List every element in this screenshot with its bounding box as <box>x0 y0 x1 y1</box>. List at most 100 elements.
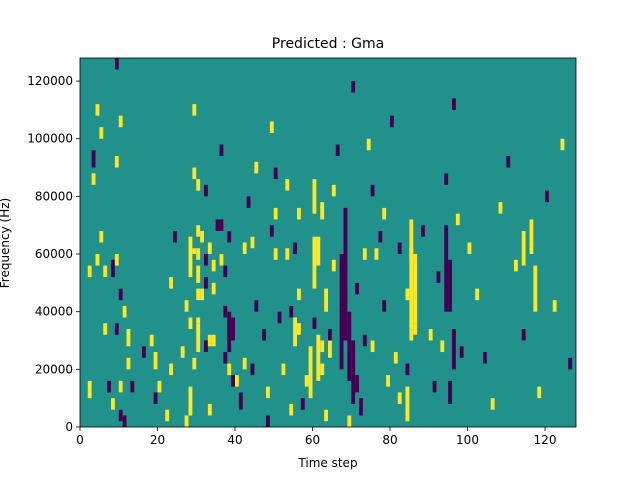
x-tick-label: 40 <box>227 433 242 447</box>
heatmap-band <box>196 323 201 353</box>
heatmap-cell <box>455 213 460 226</box>
x-axis-label: Time step <box>297 456 357 470</box>
heatmap-cell <box>107 380 111 393</box>
heatmap-band <box>312 236 317 289</box>
heatmap-band <box>452 328 456 370</box>
heatmap-cell <box>452 98 456 110</box>
heatmap-band <box>351 340 356 404</box>
heatmap-band <box>448 259 452 312</box>
heatmap-cell <box>366 138 371 151</box>
heatmap-cell <box>95 254 100 266</box>
axes: 0 20 40 60 80 100 120 0 20000 40000 60000 80000 1000… <box>27 57 577 447</box>
heatmap-cell <box>87 265 92 278</box>
heatmap-cell <box>537 386 542 399</box>
y-tick-label: 20000 <box>35 362 73 376</box>
heatmap-cell <box>211 334 216 347</box>
heatmap-band <box>521 230 526 266</box>
heatmap-cell <box>436 271 441 283</box>
y-tick-label: 0 <box>65 420 73 434</box>
heatmap-band <box>231 317 235 341</box>
heatmap-band <box>231 375 235 387</box>
heatmap-cell <box>99 127 104 139</box>
heatmap-cell <box>200 230 204 243</box>
heatmap-cell <box>126 357 131 370</box>
x-tick-label: 0 <box>76 433 84 447</box>
heatmap-cell <box>269 225 274 237</box>
heatmap-cell <box>362 248 367 260</box>
heatmap-cell <box>331 184 336 197</box>
x-tick-label: 60 <box>305 433 320 447</box>
heatmap-cell <box>196 288 201 301</box>
heatmap-cell <box>219 219 224 231</box>
heatmap-cell <box>246 196 251 208</box>
heatmap-cell <box>370 340 375 353</box>
heatmap-cell <box>227 363 232 376</box>
chart-title: Predicted : Gma <box>272 36 384 52</box>
heatmap-cell <box>207 403 212 416</box>
y-axis-label: Frequency (Hz) <box>0 198 12 289</box>
y-tick-label: 60000 <box>35 247 73 261</box>
heatmap-cell <box>320 363 325 376</box>
heatmap-cell <box>196 317 201 324</box>
heatmap-cell <box>467 242 472 255</box>
heatmap-cell <box>118 288 123 301</box>
heatmap-cell <box>122 305 127 318</box>
heatmap-cell <box>273 248 278 260</box>
heatmap-cell <box>153 352 158 370</box>
heatmap-cell <box>293 242 297 255</box>
heatmap-cell <box>428 328 433 341</box>
heatmap-cell <box>378 230 383 243</box>
heatmap-band <box>529 219 534 255</box>
heatmap-cell <box>266 415 270 427</box>
heatmap-cell <box>91 173 96 185</box>
heatmap-cell <box>444 173 449 185</box>
heatmap-band <box>413 254 418 324</box>
heatmap-band <box>362 334 367 347</box>
heatmap-cell <box>285 179 290 191</box>
heatmap-cell <box>114 323 119 335</box>
x-tick-label: 100 <box>456 433 479 447</box>
heatmap-band <box>196 265 201 283</box>
heatmap-band <box>343 207 348 341</box>
heatmap-cell <box>506 156 511 168</box>
heatmap-cell <box>254 161 259 174</box>
heatmap-cell <box>266 386 270 399</box>
heatmap-cell <box>432 380 437 393</box>
heatmap-cell <box>207 334 212 347</box>
heatmap-cell <box>285 248 290 260</box>
heatmap-cell <box>440 340 445 353</box>
heatmap-cell <box>169 277 173 289</box>
heatmap-cell <box>204 340 208 353</box>
heatmap-cell <box>111 259 115 278</box>
heatmap-cell <box>211 282 216 295</box>
heatmap-band <box>227 311 232 353</box>
y-tick-label: 100000 <box>27 132 73 146</box>
heatmap-cell <box>250 236 255 249</box>
heatmap-band <box>405 386 410 422</box>
x-tick-label: 120 <box>534 433 557 447</box>
heatmap-cell <box>192 248 197 255</box>
heatmap-cell <box>459 346 464 358</box>
plot-frame <box>79 57 577 428</box>
heatmap-cell <box>149 334 154 347</box>
heatmap-cell <box>114 58 119 70</box>
heatmap-cell <box>421 225 425 237</box>
heatmap-cell <box>204 277 208 289</box>
heatmap-cell <box>114 156 119 168</box>
heatmap-cell <box>490 398 495 410</box>
heatmap-cell <box>273 207 278 220</box>
heatmap-cell <box>219 144 224 157</box>
heatmap-band <box>293 317 297 347</box>
heatmap-cell <box>223 265 228 278</box>
heatmap-cell <box>262 328 266 341</box>
heatmap-cell <box>300 398 305 410</box>
heatmap-cell <box>227 230 232 243</box>
heatmap-cell <box>219 254 224 266</box>
heatmap-cell <box>173 230 177 243</box>
heatmap-band <box>312 179 317 214</box>
heatmap-band <box>308 346 313 399</box>
heatmap-band <box>355 375 359 393</box>
heatmap-cell <box>335 144 340 157</box>
heatmap-cell <box>277 311 282 324</box>
heatmap-band <box>448 380 452 404</box>
